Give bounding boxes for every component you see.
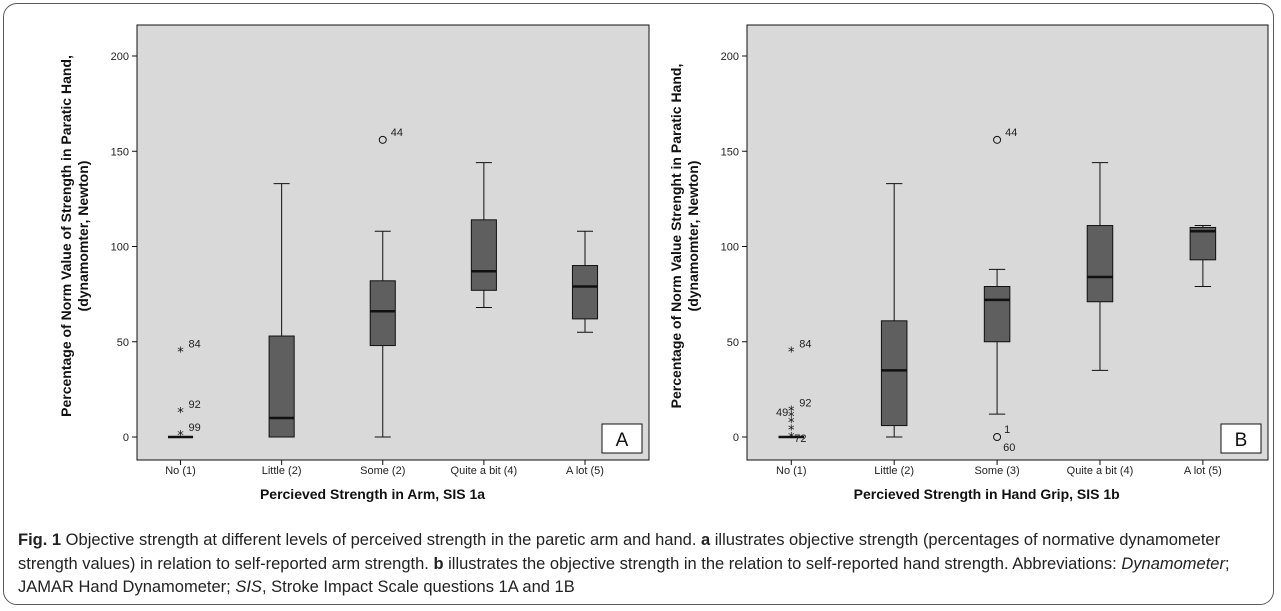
panel-a-category-label: Little (2) [262,465,302,477]
panel-a-box-body [268,335,295,438]
panel-b-box-5 [1189,225,1217,288]
panel-b-category-label: A lot (5) [1184,465,1222,477]
panel-b-box-2 [880,183,908,438]
panel-b-outlier-circle [993,433,1002,441]
caption-abbr-sis: SIS [235,578,262,596]
panel-a-box-body [470,219,497,291]
panel-b-outlier-label: 72 [794,433,806,445]
panel-b-category-label: No (1) [776,465,807,477]
panel-b-outlier-star: * [788,416,795,431]
panel-a-ylabel-line2: (dynamomter, Newton) [75,161,91,312]
panel-a-outlier-star: * [177,406,184,421]
panel-a-outlier-label: 99 [189,422,201,434]
panel-b-ytick-label: 150 [721,146,739,158]
panel-a-outlier-label: 92 [189,399,201,411]
panel-b-outlier-circle [993,135,1002,144]
panel-b-ytick-label: 0 [733,432,739,444]
panel-b-box-body [983,286,1011,343]
panel-b-category-label: Little (2) [874,465,914,477]
panel-b-box-body [1086,225,1114,303]
panel-a-outlier-label: 44 [391,127,403,139]
panel-b-box-3 [983,268,1011,415]
panel-b-plot-background [746,24,1269,461]
panel-a-outlier-star: * [177,429,184,444]
figure-caption: Fig. 1 Objective strength at different l… [18,529,1263,600]
panel-b-outlier-label: 44 [1005,127,1017,139]
panel-a-box-4 [470,162,497,308]
panel-b-outlier-label: 92 [799,397,811,409]
panel-a-category-label: Quite a bit (4) [451,465,518,477]
panel-b-outlier-star: * [788,404,795,419]
panel-b-xlabel: Percieved Strength in Hand Grip, SIS 1b [854,486,1120,502]
panel-b-category-label: Quite a bit (4) [1067,465,1134,477]
caption-text-3: illustrates the objective strength in th… [443,554,1122,573]
panel-a-outlier-label: 84 [189,338,201,350]
panel-a-box-3 [369,230,396,438]
caption-b-label: b [433,554,444,573]
panel-a-outlier-star: * [177,345,184,360]
panel-b-outlier-star: * [788,410,795,425]
panel-a-ytick-label: 150 [111,146,129,158]
panel-b-ytick-label: 200 [721,51,739,63]
panel-b-ylabel-line2: (dynamomter, Newton) [685,161,701,312]
panel-a-ytick-label: 50 [117,337,129,349]
panel-b-outlier-star: * [788,431,795,446]
panel-b-outlier-label: 60 [1003,442,1015,454]
panel-a-plot-background [136,24,650,461]
caption-abbr-sis-def: , Stroke Impact Scale questions 1A and 1… [261,578,575,596]
panel-b-ytick-label: 50 [727,337,739,349]
panel-b-outlier-star: * [788,345,795,360]
panel-b-box-body [1189,226,1217,261]
panel-a-ylabel-line1: Percentage of Norm Value of Strength in … [58,55,74,417]
panel-a-ytick-label: 0 [123,432,129,444]
panel-b-box-body [880,320,908,427]
panel-b-outlier-star: * [788,423,795,438]
panel-a-category-label: A lot (5) [566,465,604,477]
caption-fig-label: Fig. 1 [18,531,62,549]
caption-abbr-dynamometer: Dynamometer [1121,554,1225,573]
panel-a-box-body [369,280,396,347]
panel-a-xlabel: Percieved Strength in Arm, SIS 1a [260,486,485,502]
panel-a-ytick-label: 200 [111,51,129,63]
caption-abbr-dynamometer-def: ; JAMAR Hand Dynamometer; [18,554,1230,597]
panel-a-letter: A [616,430,629,451]
caption-a-label: a [700,531,711,549]
panel-b-ylabel-line1: Percentage of Norm Value Strenght in Par… [668,64,684,409]
panel-a-box-body [571,265,599,320]
panel-a-category-label: No (1) [165,465,196,477]
caption-text-2: illustrates objective strength (percenta… [18,531,1221,573]
panel-a-box-2 [268,183,295,438]
panel-a-outlier-circle [378,135,387,144]
panel-a-category-label: Some (2) [360,465,405,477]
panel-a-letter-box [601,423,643,454]
panel-a-box-5 [571,230,599,333]
caption-text-1: Objective strength at different levels o… [61,531,701,549]
panel-b-letter: B [1235,430,1248,451]
panel-b-outlier-label: 49 [776,407,788,419]
panel-b-box-4 [1086,162,1114,371]
panel-b-outlier-label: 84 [799,338,811,350]
panel-b-outlier-label: 1 [1004,424,1010,436]
panel-b-ytick-label: 100 [721,242,739,254]
panel-b-category-label: Some (3) [974,465,1019,477]
figure-frame: 0 50 100 150 200 No (1) Little (2) Some (2) Quit… [3,3,1274,605]
panel-a-ytick-label: 100 [111,242,129,254]
panel-b-letter-box [1220,423,1262,454]
